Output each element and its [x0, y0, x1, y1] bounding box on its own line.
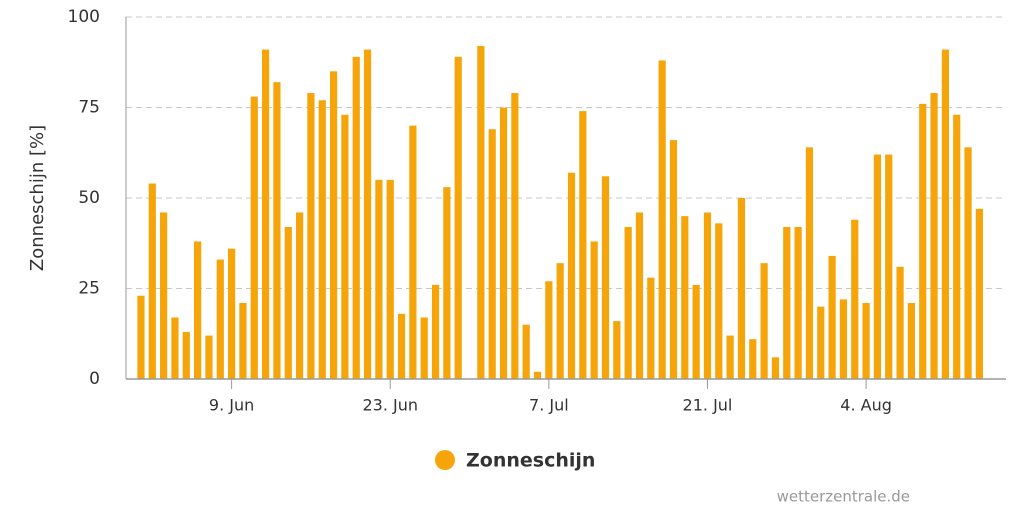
- bar: [431, 284, 440, 379]
- bar: [624, 226, 632, 379]
- bar: [250, 96, 258, 379]
- bar: [817, 306, 825, 379]
- bar: [205, 335, 213, 379]
- bar: [397, 313, 406, 379]
- bar: [137, 295, 145, 379]
- bar: [964, 147, 972, 379]
- legend-marker: [435, 450, 455, 470]
- bar: [556, 263, 564, 379]
- bar: [228, 248, 236, 379]
- y-tick-label: 100: [68, 7, 100, 27]
- bar: [737, 198, 746, 379]
- bar: [715, 223, 723, 379]
- bar: [647, 277, 655, 379]
- bar: [783, 226, 791, 379]
- bar: [839, 299, 848, 379]
- bar: [352, 56, 360, 379]
- bar: [443, 187, 451, 379]
- bar: [873, 154, 882, 379]
- bar: [805, 147, 814, 379]
- bar: [669, 140, 678, 379]
- bar: [726, 335, 734, 379]
- bar: [703, 212, 712, 379]
- y-tick-label: 50: [78, 188, 100, 208]
- bar: [148, 183, 156, 379]
- legend-label: Zonneschijn: [466, 450, 595, 472]
- bar: [862, 302, 870, 379]
- bar: [363, 49, 372, 380]
- bar: [533, 371, 542, 379]
- bar: [375, 179, 383, 379]
- bar: [409, 125, 417, 379]
- bar: [601, 176, 610, 379]
- bar: [284, 226, 292, 379]
- y-tick-label: 75: [78, 98, 100, 118]
- credit: wetterzentrale.de: [777, 488, 910, 506]
- bar: [590, 241, 598, 379]
- bar: [930, 93, 938, 380]
- bar: [386, 179, 394, 379]
- bar: [658, 60, 666, 379]
- bar: [851, 219, 859, 379]
- bar: [160, 212, 168, 379]
- bar: [194, 241, 202, 379]
- y-axis-title: Zonneschijn [%]: [27, 125, 48, 271]
- bar: [499, 107, 508, 379]
- bar: [896, 266, 904, 379]
- bar: [329, 71, 338, 380]
- bar: [261, 49, 270, 380]
- bar: [579, 111, 587, 380]
- bar: [477, 45, 485, 380]
- bar: [273, 82, 281, 379]
- bar: [182, 331, 190, 379]
- bar: [420, 317, 428, 379]
- bar: [749, 339, 757, 379]
- bar: [760, 263, 768, 379]
- bar: [771, 357, 780, 379]
- bar: [692, 284, 700, 379]
- bar: [919, 103, 927, 379]
- bar: [545, 281, 553, 379]
- x-tick-label: 7. Jul: [529, 396, 569, 415]
- bar: [681, 216, 689, 379]
- bar: [613, 321, 621, 379]
- bar: [567, 172, 576, 379]
- bar: [216, 259, 224, 379]
- bar: [907, 302, 916, 379]
- bar: [239, 302, 247, 379]
- x-tick-label: 9. Jun: [209, 396, 254, 415]
- y-tick-label: 0: [89, 369, 100, 389]
- bar: [941, 49, 949, 380]
- bar: [794, 226, 802, 379]
- bar: [295, 212, 304, 379]
- bar: [635, 212, 644, 379]
- bar: [828, 255, 836, 379]
- bar: [307, 93, 315, 380]
- x-tick-label: 23. Jun: [362, 396, 418, 415]
- bar: [975, 208, 983, 379]
- bar: [171, 317, 179, 379]
- y-tick-label: 25: [78, 279, 100, 299]
- bar: [454, 56, 462, 379]
- x-tick-label: 21. Jul: [683, 396, 733, 415]
- bar: [488, 129, 496, 379]
- bar: [511, 93, 519, 380]
- bar: [953, 114, 961, 380]
- bar: [522, 324, 530, 379]
- bar: [885, 154, 893, 379]
- x-tick-label: 4. Aug: [840, 396, 892, 415]
- bar: [341, 114, 349, 380]
- bar: [318, 100, 326, 379]
